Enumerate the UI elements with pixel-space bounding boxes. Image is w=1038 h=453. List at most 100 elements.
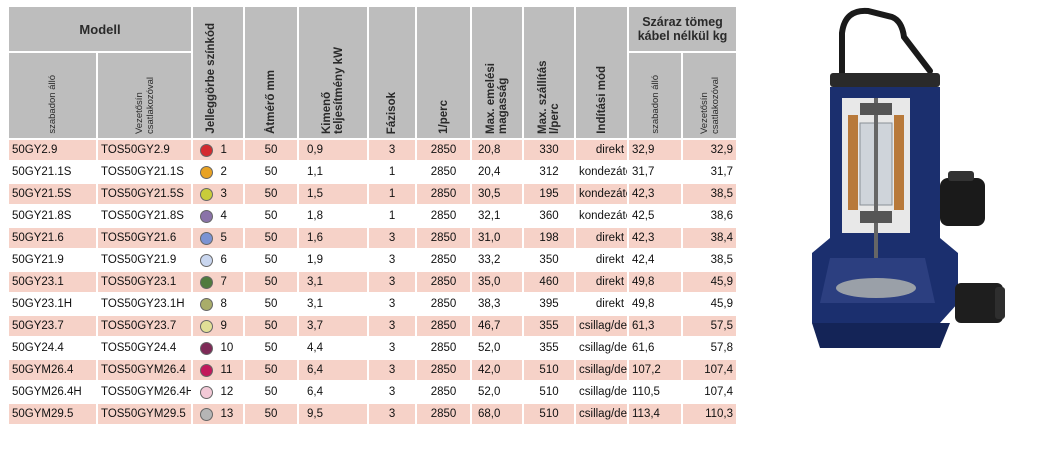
- tos-cell: TOS50GY24.4: [98, 338, 192, 358]
- diameter-cell: 50: [245, 162, 298, 182]
- header-max-head: Max. emelési magasság: [472, 7, 523, 138]
- power-cell: 9,5: [299, 404, 368, 424]
- curve-code-cell: 11: [193, 360, 244, 380]
- tos-cell: TOS50GY23.1: [98, 272, 192, 292]
- power-cell: 1,6: [299, 228, 368, 248]
- phase-cell: 3: [369, 250, 416, 270]
- diameter-cell: 50: [245, 206, 298, 226]
- rpm-cell: 2850: [417, 272, 471, 292]
- rpm-cell: 2850: [417, 162, 471, 182]
- color-swatch: [199, 297, 213, 311]
- model-cell: 50GYM29.5: [9, 404, 96, 424]
- header-curve-code: Jelleggörbe színkód: [193, 7, 244, 138]
- phase-cell: 3: [369, 228, 416, 248]
- flow-cell: 510: [524, 382, 575, 402]
- curve-code-cell: 3: [193, 184, 244, 204]
- model-cell: 50GY21.1S: [9, 162, 96, 182]
- weight-standalone-cell: 42,3: [629, 184, 682, 204]
- weight-rail-cell: 38,5: [683, 250, 737, 270]
- table-row: 50GYM26.4 TOS50GYM26.4 11 50 6,4 3 2850 …: [9, 360, 737, 380]
- tos-cell: TOS50GY2.9: [98, 140, 192, 160]
- start-cell: direkt: [576, 294, 628, 314]
- rpm-cell: 2850: [417, 404, 471, 424]
- code-number: 12: [220, 386, 234, 398]
- weight-standalone-cell: 42,4: [629, 250, 682, 270]
- color-swatch: [199, 187, 213, 201]
- rpm-cell: 2850: [417, 228, 471, 248]
- model-cell: 50GY21.9: [9, 250, 96, 270]
- rpm-cell: 2850: [417, 140, 471, 160]
- code-number: 4: [220, 210, 227, 222]
- weight-rail-cell: 110,3: [683, 404, 737, 424]
- weight-standalone-cell: 42,5: [629, 206, 682, 226]
- table-row: 50GY23.1H TOS50GY23.1H 8 50 3,1 3 2850 3…: [9, 294, 737, 314]
- header-standalone: szabadon álló: [9, 53, 96, 138]
- head-cell: 35,0: [472, 272, 523, 292]
- head-cell: 20,8: [472, 140, 523, 160]
- spec-table-wrapper: Modell Jelleggörbe színkód Átmérő mm Kim…: [7, 5, 737, 426]
- curve-code-cell: 8: [193, 294, 244, 314]
- flow-cell: 395: [524, 294, 575, 314]
- flow-cell: 360: [524, 206, 575, 226]
- power-cell: 1,5: [299, 184, 368, 204]
- weight-standalone-cell: 61,6: [629, 338, 682, 358]
- flow-cell: 198: [524, 228, 575, 248]
- start-cell: kondezátor: [576, 184, 628, 204]
- power-cell: 4,4: [299, 338, 368, 358]
- code-number: 11: [220, 364, 233, 376]
- start-cell: csillag/delta: [576, 316, 628, 336]
- header-start-mode: Indítási mód: [576, 7, 628, 138]
- tos-cell: TOS50GY21.1S: [98, 162, 192, 182]
- head-cell: 68,0: [472, 404, 523, 424]
- phase-cell: 3: [369, 360, 416, 380]
- model-cell: 50GY2.9: [9, 140, 96, 160]
- curve-code-cell: 4: [193, 206, 244, 226]
- code-number: 5: [220, 232, 227, 244]
- tos-cell: TOS50GY21.8S: [98, 206, 192, 226]
- phase-cell: 3: [369, 140, 416, 160]
- start-cell: direkt: [576, 228, 628, 248]
- color-swatch: [199, 231, 213, 245]
- head-cell: 30,5: [472, 184, 523, 204]
- table-row: 50GY21.1S TOS50GY21.1S 2 50 1,1 1 2850 2…: [9, 162, 737, 182]
- curve-code-cell: 2: [193, 162, 244, 182]
- weight-standalone-cell: 32,9: [629, 140, 682, 160]
- power-cell: 1,8: [299, 206, 368, 226]
- flow-cell: 460: [524, 272, 575, 292]
- color-swatch: [199, 407, 213, 421]
- code-number: 7: [220, 276, 227, 288]
- header-max-flow: Max. szállítás l/perc: [524, 7, 575, 138]
- power-cell: 1,1: [299, 162, 368, 182]
- rpm-cell: 2850: [417, 360, 471, 380]
- color-swatch: [199, 363, 213, 377]
- weight-rail-cell: 38,6: [683, 206, 737, 226]
- flow-cell: 312: [524, 162, 575, 182]
- diameter-cell: 50: [245, 360, 298, 380]
- table-row: 50GYM26.4H TOS50GYM26.4H 12 50 6,4 3 285…: [9, 382, 737, 402]
- head-cell: 52,0: [472, 338, 523, 358]
- weight-rail-cell: 38,5: [683, 184, 737, 204]
- weight-rail-cell: 107,4: [683, 382, 737, 402]
- model-cell: 50GY21.8S: [9, 206, 96, 226]
- curve-code-cell: 7: [193, 272, 244, 292]
- model-cell: 50GY23.7: [9, 316, 96, 336]
- table-row: 50GY24.4 TOS50GY24.4 10 50 4,4 3 2850 52…: [9, 338, 737, 358]
- tos-cell: TOS50GY21.9: [98, 250, 192, 270]
- weight-standalone-cell: 49,8: [629, 272, 682, 292]
- weight-rail-cell: 57,5: [683, 316, 737, 336]
- weight-standalone-cell: 113,4: [629, 404, 682, 424]
- table-row: 50GY23.1 TOS50GY23.1 7 50 3,1 3 2850 35,…: [9, 272, 737, 292]
- head-cell: 52,0: [472, 382, 523, 402]
- rpm-cell: 2850: [417, 250, 471, 270]
- code-number: 2: [220, 166, 227, 178]
- diameter-cell: 50: [245, 316, 298, 336]
- diameter-cell: 50: [245, 140, 298, 160]
- table-row: 50GY21.8S TOS50GY21.8S 4 50 1,8 1 2850 3…: [9, 206, 737, 226]
- color-swatch: [199, 165, 213, 179]
- model-cell: 50GY21.5S: [9, 184, 96, 204]
- start-cell: direkt: [576, 250, 628, 270]
- power-cell: 3,1: [299, 294, 368, 314]
- weight-rail-cell: 57,8: [683, 338, 737, 358]
- tos-cell: TOS50GY21.6: [98, 228, 192, 248]
- model-cell: 50GY21.6: [9, 228, 96, 248]
